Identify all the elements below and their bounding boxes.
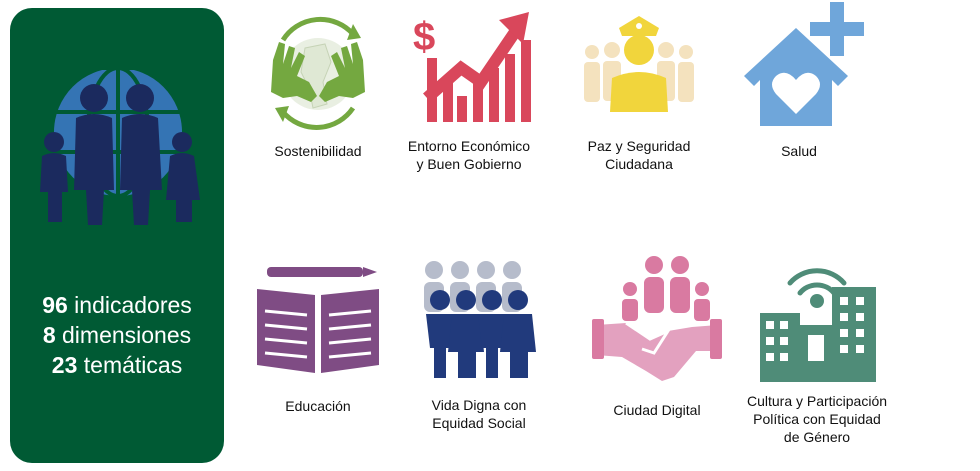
open-book-pencil-icon	[257, 267, 379, 373]
people-equality-icon	[424, 261, 536, 378]
dimension-label: Cultura y Participación Política con Equ…	[746, 393, 888, 445]
dimension-label: Salud	[781, 143, 817, 159]
dimension-entorno-economico: $ Entorno Económico y Buen Gobierno	[379, 2, 559, 173]
buildings-wifi-icon	[760, 268, 876, 382]
dimension-salud: Salud	[709, 2, 889, 160]
dimension-label: Vida Digna con Equidad Social	[431, 397, 527, 431]
summary-stats: 96 indicadores 8 dimensiones 23 temática…	[10, 290, 224, 380]
family-globe-icon	[40, 70, 200, 225]
stat-indicadores: 96 indicadores	[42, 292, 192, 318]
police-officer-crowd-icon	[584, 16, 694, 112]
summary-panel: 96 indicadores 8 dimensiones 23 temática…	[10, 8, 224, 463]
growth-chart-dollar-icon: $	[413, 12, 531, 122]
stat-tematicas: 23 temáticas	[51, 352, 183, 378]
stat-dimensiones: 8 dimensiones	[42, 322, 192, 348]
dimension-label: Paz y Seguridad Ciudadana	[587, 138, 691, 172]
handshake-family-icon	[592, 256, 722, 381]
dimension-educacion: Educación	[228, 265, 408, 415]
dimension-sostenibilidad: Sostenibilidad	[228, 12, 408, 160]
dimension-cultura-participacion: Cultura y Participación Política con Equ…	[727, 257, 907, 446]
health-house-heart-icon	[744, 2, 864, 126]
dimension-label: Educación	[285, 398, 351, 414]
sustainability-hands-globe-icon	[271, 16, 365, 130]
dimension-label: Sostenibilidad	[274, 143, 362, 159]
svg-text:$: $	[413, 15, 435, 59]
dimension-label: Entorno Económico y Buen Gobierno	[407, 138, 531, 172]
dimension-label: Ciudad Digital	[613, 402, 701, 418]
dimension-vida-digna: Vida Digna con Equidad Social	[389, 260, 569, 432]
dimension-paz-seguridad: Paz y Seguridad Ciudadana	[549, 12, 729, 173]
dimension-ciudad-digital: Ciudad Digital	[567, 255, 747, 419]
